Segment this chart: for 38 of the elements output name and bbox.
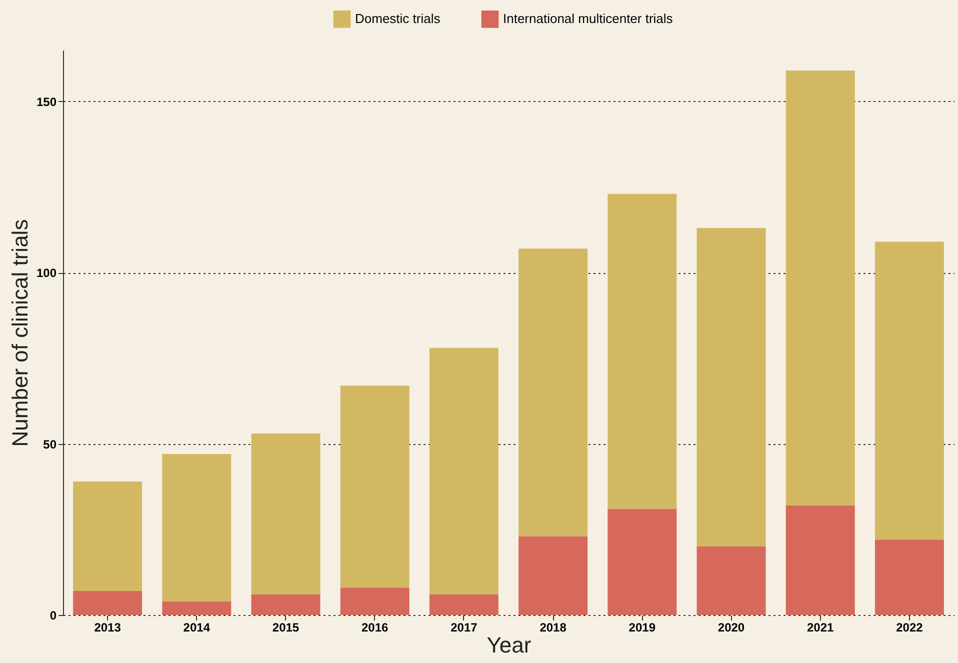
bar	[874, 242, 944, 540]
bar	[429, 594, 498, 615]
y-tick-label: 100	[36, 266, 57, 280]
bar	[251, 594, 320, 615]
bar	[608, 508, 677, 615]
bar	[340, 588, 410, 615]
x-tick-label: 2022	[896, 620, 924, 634]
bar	[786, 505, 855, 615]
bar	[786, 70, 855, 506]
bar	[73, 591, 142, 615]
legend-label: International multicenter trials	[503, 11, 674, 26]
y-tick-label: 150	[36, 94, 57, 109]
bar	[429, 348, 498, 594]
x-axis-title: Year	[486, 632, 532, 658]
bar	[162, 601, 232, 615]
x-tick-label: 2019	[628, 620, 656, 634]
x-tick-label: 2018	[540, 620, 567, 634]
x-tick-label: 2015	[272, 620, 300, 634]
y-tick-label: 50	[43, 437, 57, 452]
bar	[696, 546, 766, 615]
bar	[874, 540, 944, 615]
x-tick-label: 2014	[183, 620, 210, 634]
x-tick-label: 2020	[718, 620, 745, 634]
legend-label: Domestic trials	[355, 11, 441, 26]
bar	[162, 454, 232, 602]
x-tick-label: 2013	[94, 620, 122, 634]
bar	[608, 194, 677, 509]
x-tick-label: 2016	[362, 620, 389, 634]
y-axis-title: Number of clinical trials	[7, 219, 32, 447]
bar	[340, 386, 410, 588]
bar	[696, 228, 766, 547]
x-tick-label: 2017	[450, 620, 478, 634]
bar	[518, 248, 588, 536]
y-tick-label: 0	[50, 608, 57, 622]
bar	[251, 434, 320, 594]
x-tick-label: 2021	[807, 620, 834, 634]
bar	[73, 481, 142, 592]
bar	[518, 536, 588, 615]
